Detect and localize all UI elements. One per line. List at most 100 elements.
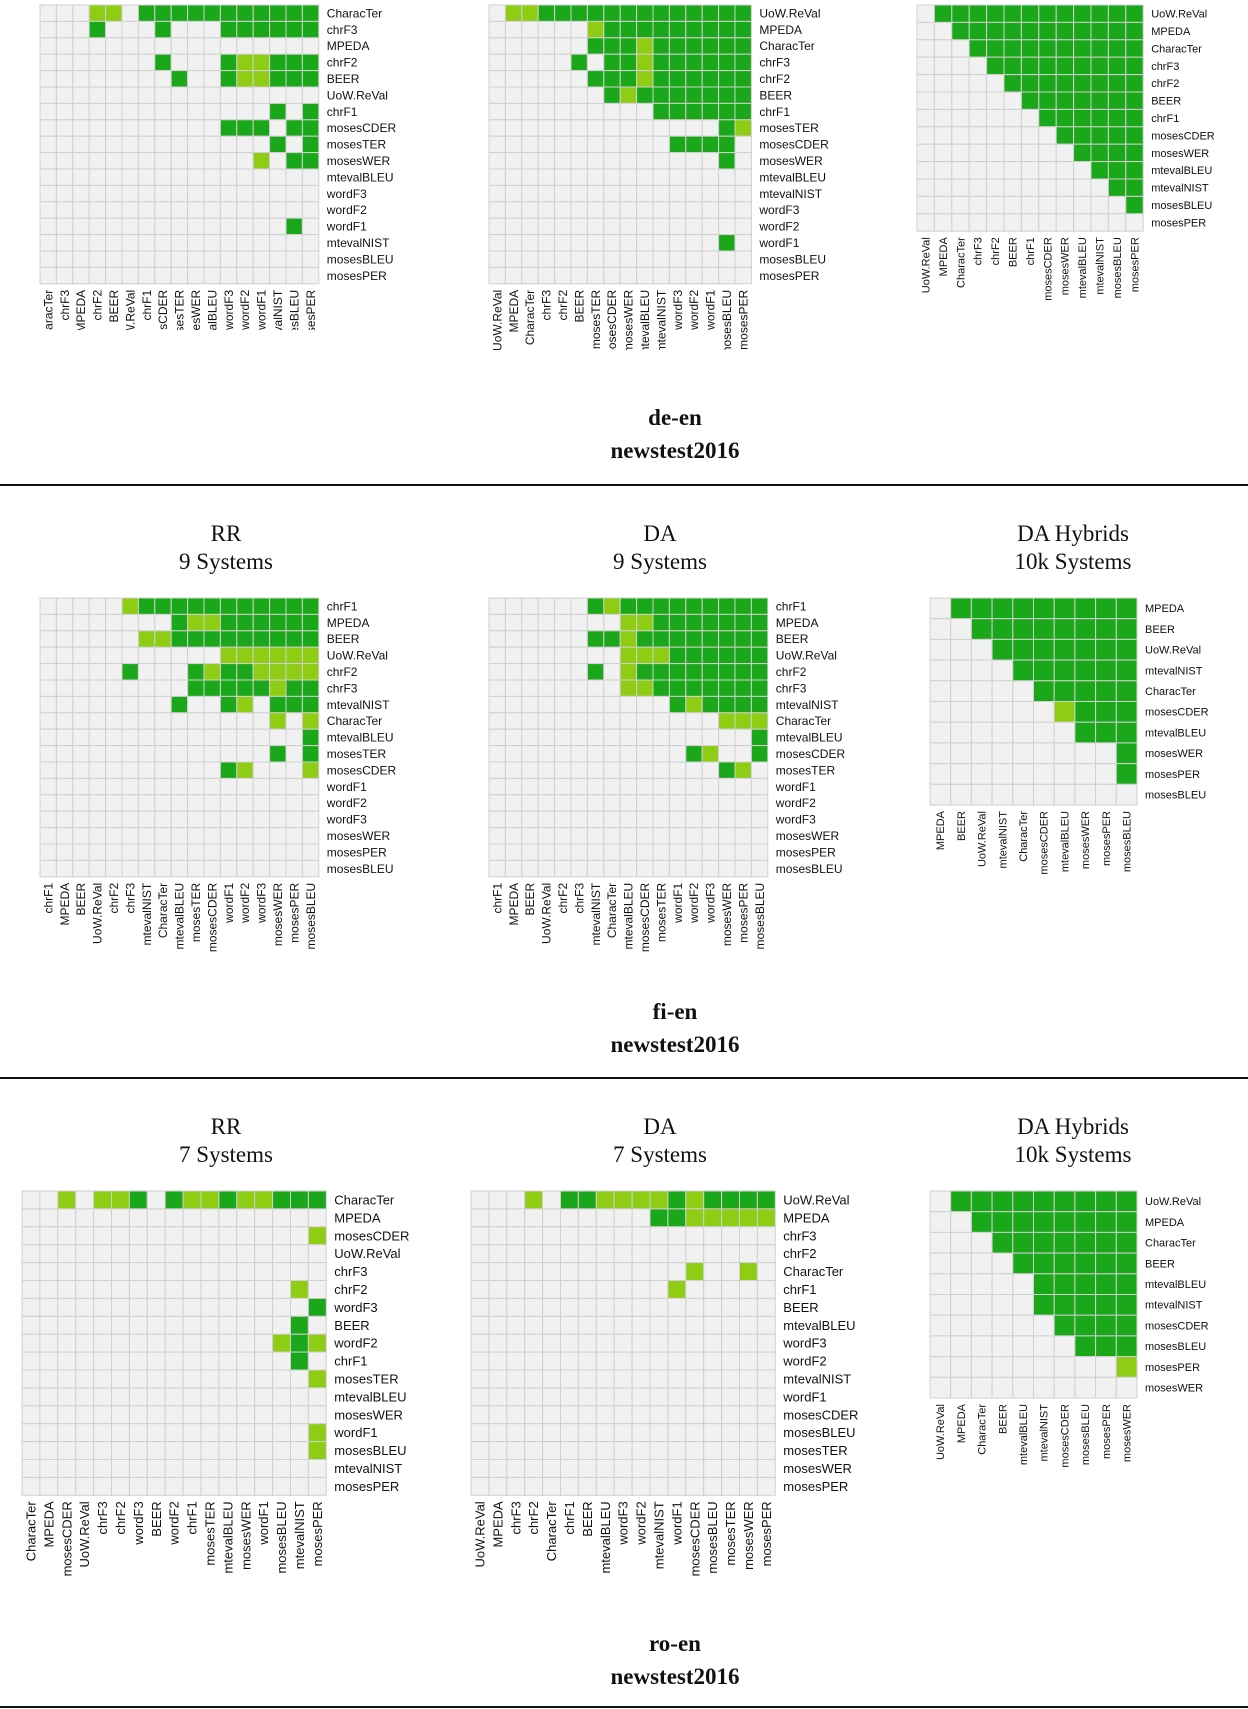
row-tick-label: mosesPER: [327, 845, 387, 859]
heatmap-cell-empty: [39, 70, 57, 88]
heatmap-cell-empty: [554, 646, 572, 665]
heatmap-cell-empty: [236, 843, 254, 861]
heatmap-cell-empty: [128, 1297, 148, 1317]
heatmap-cell-significant: [734, 597, 752, 615]
heatmap-cell-empty: [1012, 1335, 1035, 1358]
heatmap-cell-empty: [285, 728, 303, 747]
heatmap-cell-empty: [613, 1297, 633, 1317]
heatmap-cell-empty: [75, 1351, 95, 1371]
heatmap-cell-empty: [756, 1297, 776, 1317]
heatmap-cell-significant: [1003, 21, 1022, 41]
heatmap-cell-empty: [1115, 1376, 1138, 1399]
heatmap-cell-empty: [750, 859, 769, 878]
column-tick-label: wordF1: [669, 1501, 684, 1545]
heatmap-cell-empty: [701, 728, 720, 747]
heatmap-cell-empty: [603, 712, 621, 730]
heatmap-cell-empty: [521, 184, 539, 203]
heatmap-cell-empty: [1053, 783, 1076, 806]
row-tick-label: mosesPER: [776, 845, 836, 859]
heatmap-cell-significant: [537, 4, 556, 22]
heatmap-cell-significant: [1125, 126, 1144, 145]
heatmap-cell-empty: [1053, 763, 1076, 785]
heatmap-cell-weak: [236, 53, 254, 72]
column-tick-label: MPEDA: [74, 290, 88, 330]
heatmap-cell-empty: [570, 234, 588, 252]
heatmap-cell-empty: [182, 1208, 202, 1228]
heatmap-cell-empty: [537, 234, 556, 252]
heatmap-cell-empty: [203, 152, 221, 170]
heatmap-cell-empty: [560, 1405, 579, 1425]
heatmap-cell-empty: [734, 250, 752, 268]
row-tick-label: UoW.ReVal: [783, 1193, 849, 1208]
heatmap-cell-empty: [488, 184, 506, 203]
heatmap-cell-empty: [269, 152, 287, 170]
heatmap-cell-empty: [21, 1226, 41, 1246]
heatmap-cell-weak: [750, 712, 769, 730]
column-tick-label: BEER: [997, 1404, 1009, 1434]
heatmap-cell-empty: [88, 859, 107, 878]
heatmap-cell-empty: [200, 1423, 220, 1443]
heatmap-cell-significant: [203, 4, 221, 22]
heatmap-cell-empty: [39, 20, 57, 39]
heatmap-cell-empty: [929, 1273, 952, 1296]
row-tick-label: chrF3: [1151, 61, 1179, 73]
heatmap-cell-empty: [577, 1441, 597, 1461]
heatmap-cell-significant: [1053, 597, 1076, 620]
heatmap-cell-empty: [269, 86, 287, 104]
heatmap-cell-empty: [951, 39, 970, 58]
heatmap-cell-significant: [187, 679, 205, 697]
heatmap-cell-empty: [39, 1280, 59, 1299]
heatmap-cell-empty: [1053, 1335, 1076, 1358]
heatmap-cell-empty: [619, 827, 638, 845]
heatmap-cell-empty: [570, 20, 588, 39]
heatmap-cell-empty: [595, 1315, 615, 1335]
heatmap-cell-empty: [991, 1335, 1014, 1358]
heatmap-cell-empty: [252, 135, 271, 154]
heatmap-cell-significant: [1115, 659, 1138, 682]
heatmap-cell-empty: [146, 1441, 166, 1461]
heatmap-cell-empty: [570, 152, 588, 170]
heatmap-cell-empty: [218, 1369, 238, 1389]
heatmap-cell-empty: [929, 1376, 952, 1399]
heatmap-cell-empty: [236, 168, 254, 186]
heatmap-cell-empty: [121, 70, 139, 88]
heatmap-cell-empty: [506, 1441, 526, 1461]
heatmap-cell-empty: [636, 745, 654, 763]
heatmap-cell-empty: [254, 1476, 274, 1496]
heatmap-cell-empty: [111, 1333, 130, 1353]
heatmap-cell-empty: [88, 843, 107, 861]
heatmap-cell-empty: [488, 1297, 508, 1317]
heatmap-cell-empty: [652, 266, 670, 285]
heatmap-cell-empty: [619, 859, 638, 878]
heatmap-cell-empty: [252, 859, 271, 878]
heatmap-cell-weak: [619, 86, 638, 104]
heatmap-cell-empty: [577, 1333, 597, 1353]
heatmap-cell-empty: [488, 119, 506, 137]
heatmap-cell-empty: [254, 1441, 274, 1461]
row-tick-label: wordF2: [782, 1354, 826, 1369]
heatmap-cell-empty: [137, 70, 156, 88]
heatmap-cell-empty: [488, 745, 506, 763]
heatmap-cell-empty: [667, 1351, 687, 1371]
heatmap-cell-empty: [703, 1315, 723, 1335]
heatmap-cell-empty: [929, 1356, 952, 1378]
heatmap-cell-empty: [170, 761, 189, 779]
heatmap-cell-significant: [703, 1190, 723, 1210]
heatmap-cell-empty: [55, 646, 74, 665]
heatmap-cell-empty: [236, 1387, 256, 1407]
heatmap-cell-empty: [39, 1226, 59, 1246]
heatmap-cell-empty: [916, 21, 935, 41]
heatmap-cell-empty: [950, 659, 972, 682]
panel-header-ro-en-da: DA 7 Systems: [560, 1113, 760, 1169]
heatmap-cell-significant: [652, 613, 670, 632]
heatmap-cell-significant: [301, 70, 320, 88]
heatmap-cell-empty: [542, 1333, 561, 1353]
heatmap-cell-empty: [39, 1441, 59, 1461]
column-tick-label: chrF3: [572, 882, 586, 913]
heatmap-cell-empty: [1003, 108, 1022, 128]
heatmap-cell-weak: [504, 4, 523, 22]
row-tick-label: BEER: [327, 72, 360, 86]
heatmap-cell-empty: [252, 761, 271, 779]
heatmap-cell-empty: [652, 217, 670, 236]
heatmap-cell-empty: [290, 1369, 309, 1389]
